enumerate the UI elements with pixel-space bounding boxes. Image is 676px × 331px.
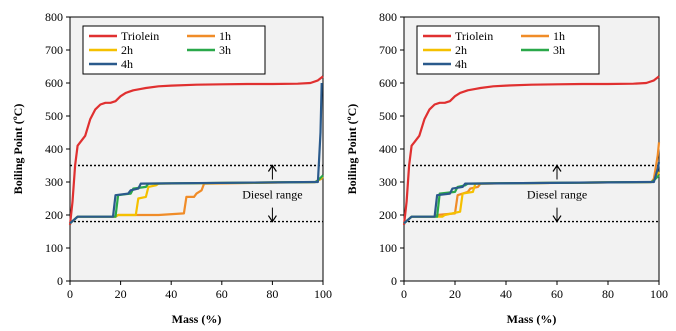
x-axis-label: Mass (%) bbox=[172, 312, 222, 326]
x-axis-label: Mass (%) bbox=[507, 312, 557, 326]
legend-entry: 4h bbox=[455, 57, 467, 71]
legend-entry: 2h bbox=[455, 43, 467, 57]
y-tick-label: 700 bbox=[45, 43, 63, 57]
chart-panel: 0 100 200 300 400 500 600 700 800 0 20 40 60 80 100 Mas… bbox=[345, 10, 668, 326]
y-tick-label: 400 bbox=[45, 142, 63, 156]
legend-entry: 4h bbox=[121, 57, 133, 71]
arrow-up-head bbox=[552, 164, 562, 172]
x-tick-label: 40 bbox=[500, 287, 512, 301]
x-tick-label: 80 bbox=[266, 287, 278, 301]
x-tick-label: 60 bbox=[551, 287, 563, 301]
x-tick-label: 40 bbox=[165, 287, 177, 301]
y-tick-label: 300 bbox=[379, 175, 397, 189]
legend-entry: Triolein bbox=[121, 29, 159, 43]
y-axis-label: Boiling Point (ºC) bbox=[345, 104, 359, 195]
x-tick-label: 100 bbox=[650, 287, 668, 301]
y-tick-label: 800 bbox=[379, 10, 397, 24]
y-tick-label: 700 bbox=[379, 43, 397, 57]
y-tick-label: 200 bbox=[45, 208, 63, 222]
y-tick-label: 500 bbox=[379, 109, 397, 123]
y-tick-label: 800 bbox=[45, 10, 63, 24]
y-tick-label: 400 bbox=[379, 142, 397, 156]
y-tick-label: 600 bbox=[379, 76, 397, 90]
x-tick-label: 0 bbox=[67, 287, 73, 301]
y-tick-label: 100 bbox=[379, 241, 397, 255]
y-tick-label: 600 bbox=[45, 76, 63, 90]
y-tick-label: 0 bbox=[57, 274, 63, 288]
x-tick-label: 20 bbox=[115, 287, 127, 301]
legend-entry: 2h bbox=[121, 43, 133, 57]
y-tick-label: 200 bbox=[379, 208, 397, 222]
series-line-4h bbox=[69, 82, 323, 225]
legend-entry: Triolein bbox=[455, 29, 493, 43]
y-tick-label: 0 bbox=[391, 274, 397, 288]
x-tick-label: 20 bbox=[449, 287, 461, 301]
y-axis-label: Boiling Point (ºC) bbox=[11, 104, 25, 195]
y-tick-label: 300 bbox=[45, 175, 63, 189]
x-tick-label: 60 bbox=[216, 287, 228, 301]
series-line-triolein bbox=[402, 75, 660, 226]
legend-entry: 1h bbox=[219, 29, 231, 43]
x-tick-label: 80 bbox=[602, 287, 614, 301]
y-tick-label: 100 bbox=[45, 241, 63, 255]
diesel-range-label: Diesel range bbox=[242, 188, 302, 202]
legend-entry: 3h bbox=[219, 43, 231, 57]
arrow-down-head bbox=[552, 215, 562, 223]
x-tick-label: 0 bbox=[401, 287, 407, 301]
y-tick-label: 500 bbox=[45, 109, 63, 123]
chart-panel: 0 100 200 300 400 500 600 700 800 0 20 40 60 80 100 Mas… bbox=[11, 10, 332, 326]
x-tick-label: 100 bbox=[314, 287, 332, 301]
diesel-range-label: Diesel range bbox=[527, 188, 587, 202]
series-line-triolein bbox=[68, 75, 324, 226]
legend-entry: 3h bbox=[553, 43, 565, 57]
series-line-4h bbox=[403, 161, 661, 225]
arrow-up-head bbox=[267, 164, 277, 172]
legend-entry: 1h bbox=[553, 29, 565, 43]
arrow-down-head bbox=[267, 215, 277, 223]
